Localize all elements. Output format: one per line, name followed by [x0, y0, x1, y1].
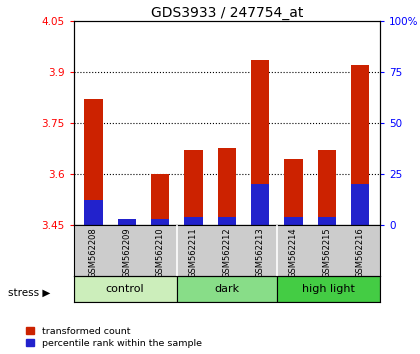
Text: GSM562209: GSM562209: [122, 227, 131, 278]
Bar: [84, 200, 102, 225]
Bar: [318, 217, 336, 225]
Bar: [251, 184, 269, 225]
Bar: [218, 148, 236, 225]
Bar: [184, 150, 202, 225]
Bar: [284, 159, 303, 225]
Bar: [218, 217, 236, 225]
Text: dark: dark: [214, 284, 239, 294]
Bar: [151, 174, 169, 225]
Text: high light: high light: [302, 284, 355, 294]
Bar: [177, 276, 277, 302]
Bar: [277, 276, 380, 302]
Bar: [351, 65, 369, 225]
Text: GSM562215: GSM562215: [322, 227, 331, 278]
Bar: [318, 150, 336, 225]
Text: GSM562213: GSM562213: [256, 227, 265, 278]
Text: GSM562208: GSM562208: [89, 227, 98, 278]
Bar: [151, 219, 169, 225]
Text: control: control: [106, 284, 144, 294]
Bar: [184, 217, 202, 225]
Bar: [74, 276, 177, 302]
Bar: [284, 217, 303, 225]
Text: GSM562210: GSM562210: [156, 227, 165, 278]
Text: GSM562214: GSM562214: [289, 227, 298, 278]
Bar: [118, 220, 136, 225]
Text: GSM562211: GSM562211: [189, 227, 198, 278]
Bar: [84, 99, 102, 225]
Text: GSM562216: GSM562216: [356, 227, 365, 278]
Legend: transformed count, percentile rank within the sample: transformed count, percentile rank withi…: [26, 327, 202, 348]
Bar: [118, 219, 136, 225]
Bar: [351, 184, 369, 225]
Bar: [251, 60, 269, 225]
Text: GSM562212: GSM562212: [222, 227, 231, 278]
Text: stress ▶: stress ▶: [8, 288, 51, 298]
Title: GDS3933 / 247754_at: GDS3933 / 247754_at: [151, 6, 303, 20]
